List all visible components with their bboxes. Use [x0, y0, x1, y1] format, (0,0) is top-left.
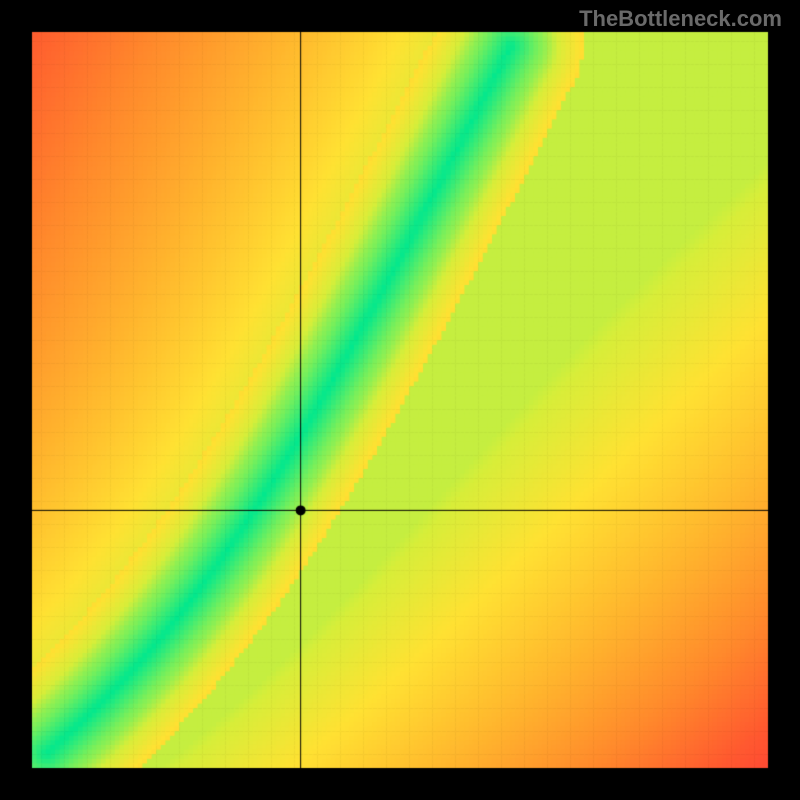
bottleneck-heatmap: [0, 0, 800, 800]
watermark-text: TheBottleneck.com: [579, 6, 782, 32]
chart-container: TheBottleneck.com: [0, 0, 800, 800]
